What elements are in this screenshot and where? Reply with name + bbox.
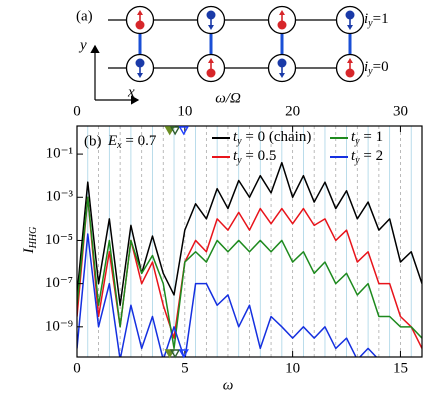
rungs xyxy=(138,20,352,68)
spin-head xyxy=(208,25,214,30)
series-line xyxy=(77,161,422,306)
plot-frame xyxy=(76,125,423,358)
y-tick-label: 10⁻⁹ xyxy=(45,318,73,334)
top-x-tick-label: 30 xyxy=(393,103,408,119)
cutoff-marker xyxy=(169,126,181,136)
x-tick-label: 15 xyxy=(393,360,408,376)
spin-ball xyxy=(206,10,216,20)
cutoff-marker xyxy=(178,126,189,136)
series-line xyxy=(77,196,422,350)
panel-label: (b) xyxy=(84,133,102,149)
legend-label: ty = 0 (chain) xyxy=(233,129,311,147)
x-tick-label: 10 xyxy=(285,360,300,376)
y-tick-label: 10⁻⁷ xyxy=(45,275,73,291)
cutoff-marker xyxy=(169,349,181,359)
series-group xyxy=(77,161,422,357)
top-x-tick-label: 0 xyxy=(73,103,81,119)
spin-head xyxy=(137,10,143,15)
y-tick-label: 10⁻³ xyxy=(46,189,74,205)
spin-head xyxy=(347,58,353,63)
y-tick-label: 10⁻¹ xyxy=(46,146,73,162)
spin-ball xyxy=(345,68,355,78)
spin-head xyxy=(137,73,143,78)
top-x-tick-label: 10 xyxy=(177,103,192,119)
spin-head xyxy=(279,73,285,78)
x-tick-label: 0 xyxy=(73,360,81,376)
x-label: ω xyxy=(223,377,234,393)
series-line xyxy=(77,233,378,357)
spin-head xyxy=(208,58,214,63)
spin-head xyxy=(279,10,285,15)
legend-label: ty = 2 xyxy=(351,148,383,166)
spin-ball xyxy=(135,58,145,68)
axis-label: y xyxy=(78,37,87,53)
sites xyxy=(125,5,365,83)
top-x-label: ω/Ω xyxy=(215,90,241,106)
axis-label: x xyxy=(127,84,135,100)
y-tick-label: 10⁻⁵ xyxy=(45,232,73,248)
spin-ball xyxy=(206,68,216,78)
row-label: iy=1 xyxy=(364,11,389,29)
series-line xyxy=(77,196,422,349)
spin-ball xyxy=(135,20,145,30)
spin-ball xyxy=(277,20,287,30)
spin-ball xyxy=(345,10,355,20)
y-label: IHHG xyxy=(21,227,39,255)
panel-label: (a) xyxy=(76,8,93,24)
spin-head xyxy=(347,25,353,30)
legend-label: ty = 0.5 xyxy=(233,148,276,166)
legend-label: ty = 1 xyxy=(351,129,383,147)
row-label: iy=0 xyxy=(364,59,389,77)
x-tick-label: 5 xyxy=(181,360,189,376)
annotation: Ex = 0.7 xyxy=(107,133,157,151)
lattice-schematic xyxy=(90,5,365,105)
cutoff-marker xyxy=(178,349,189,359)
top-x-tick-label: 20 xyxy=(285,103,300,119)
spin-ball xyxy=(277,58,287,68)
plot: 0 5 10 15 0 10 20 30 10⁻¹ 10⁻³ 10⁻⁵ 10⁻⁷ 10⁻⁹ ty = 0 … xyxy=(45,103,423,376)
